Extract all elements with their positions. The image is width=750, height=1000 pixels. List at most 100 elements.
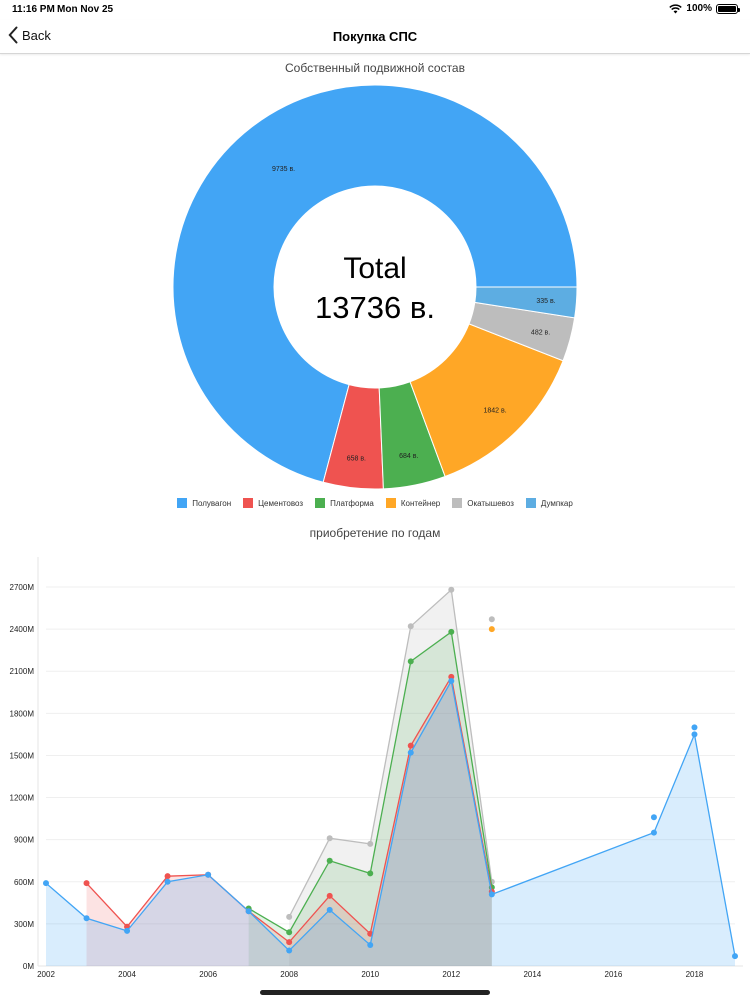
x-tick-label: 2012 — [442, 970, 460, 979]
legend-label: Полувагон — [192, 498, 232, 508]
back-button[interactable]: Back — [8, 26, 51, 44]
legend-swatch — [385, 498, 396, 508]
series-area — [86, 676, 492, 966]
data-point[interactable] — [407, 742, 414, 749]
legend-item[interactable]: Платформа — [315, 498, 374, 508]
data-point[interactable] — [407, 658, 414, 665]
status-bar: 11:16 PM Mon Nov 25 100% — [0, 0, 750, 20]
data-point[interactable] — [407, 623, 414, 630]
data-point[interactable] — [326, 906, 333, 913]
donut-slice-label: 9735 в. — [272, 166, 295, 173]
legend-swatch — [315, 498, 326, 508]
legend-item[interactable]: Полувагон — [177, 498, 231, 508]
back-label: Back — [22, 27, 51, 43]
donut-slice-3[interactable] — [409, 323, 564, 478]
pie-legend: Полувагон Цементовоз Платформа Контейнер Ока… — [0, 498, 750, 508]
legend-label: Окатышевоз — [467, 498, 514, 508]
data-point[interactable] — [448, 586, 455, 593]
y-tick-label: 1500M — [10, 751, 35, 760]
donut-slice-label: 1842 в. — [484, 407, 507, 414]
legend-swatch — [177, 498, 188, 508]
chevron-left-icon — [8, 26, 18, 44]
x-tick-label: 2006 — [199, 970, 217, 979]
y-tick-label: 1800M — [10, 709, 35, 718]
data-point[interactable] — [448, 673, 455, 680]
data-point[interactable] — [286, 939, 293, 946]
wifi-icon — [669, 3, 683, 13]
legend-swatch — [525, 498, 536, 508]
data-point[interactable] — [164, 878, 171, 885]
legend-item[interactable]: Окатышевоз — [452, 498, 514, 508]
data-point[interactable] — [367, 870, 374, 877]
data-point[interactable] — [286, 947, 293, 954]
legend-label: Платформа — [330, 498, 374, 508]
series-area — [46, 681, 735, 966]
data-point[interactable] — [164, 873, 171, 880]
data-point[interactable] — [367, 941, 374, 948]
data-point[interactable] — [448, 678, 455, 685]
series-area — [248, 631, 492, 966]
status-indicators: 100% — [669, 3, 740, 14]
data-point[interactable] — [650, 829, 657, 836]
donut-slice-5[interactable] — [474, 286, 578, 319]
y-tick-label: 2400M — [10, 625, 35, 634]
donut-slice-1[interactable] — [322, 384, 384, 490]
legend-swatch — [243, 498, 254, 508]
legend-label: Контейнер — [400, 498, 441, 508]
data-point[interactable] — [286, 929, 293, 936]
y-tick-label: 2700M — [10, 583, 35, 592]
legend-label: Цементовоз — [258, 498, 304, 508]
data-point[interactable] — [650, 814, 657, 821]
data-point[interactable] — [691, 724, 698, 731]
donut-slice-0[interactable] — [172, 84, 578, 483]
battery-percent: 100% — [686, 3, 712, 14]
data-point[interactable] — [326, 892, 333, 899]
navigation-bar: Back Покупка СПС — [0, 20, 750, 54]
x-tick-label: 2018 — [686, 970, 704, 979]
status-date: Mon Nov 25 — [57, 4, 114, 15]
donut-slice-label: 684 в. — [399, 453, 418, 460]
y-tick-label: 1200M — [10, 794, 35, 803]
data-point[interactable] — [488, 626, 495, 633]
battery-icon — [716, 3, 740, 14]
legend-label: Думпкар — [540, 498, 573, 508]
data-point[interactable] — [326, 857, 333, 864]
data-point[interactable] — [286, 913, 293, 920]
pie-chart-title: Собственный подвижной состав — [285, 61, 465, 75]
area-chart: 0M 300M 600M 900M 1200M 1500M 1800M 2100M 2400M 2… — [10, 557, 743, 979]
legend-item[interactable]: Думпкар — [525, 498, 573, 508]
legend-item[interactable]: Цементовоз — [243, 498, 303, 508]
data-point[interactable] — [205, 871, 212, 878]
page-title: Покупка СПС — [332, 29, 418, 44]
data-point[interactable] — [83, 880, 90, 887]
y-tick-label: 0M — [23, 962, 34, 971]
area-chart-title: приобретение по годам — [309, 526, 441, 540]
data-point[interactable] — [488, 616, 495, 623]
donut-slice-label: 658 в. — [347, 455, 366, 462]
legend-item[interactable]: Контейнер — [385, 498, 441, 508]
data-point[interactable] — [407, 749, 414, 756]
data-point[interactable] — [732, 953, 738, 960]
data-point[interactable] — [448, 628, 455, 635]
y-tick-label: 300M — [14, 920, 34, 929]
y-tick-label: 900M — [14, 836, 34, 845]
donut-center-value: 13736 в. — [315, 290, 435, 325]
x-tick-label: 2010 — [361, 970, 379, 979]
donut-slice-4[interactable] — [468, 301, 576, 362]
data-point[interactable] — [245, 908, 252, 915]
data-point[interactable] — [488, 891, 495, 898]
donut-slice-label: 335 в. — [536, 298, 555, 305]
data-point[interactable] — [43, 880, 49, 887]
data-point[interactable] — [367, 840, 374, 847]
donut-slice-2[interactable] — [378, 381, 446, 490]
donut-chart: 9735 в. 658 в. 684 в. 1842 в. 482 в. 335 в. — [172, 84, 578, 490]
x-tick-label: 2002 — [37, 970, 55, 979]
data-point[interactable] — [691, 731, 698, 738]
data-point[interactable] — [326, 835, 333, 842]
y-tick-label: 600M — [14, 878, 34, 887]
legend-swatch — [452, 498, 463, 508]
home-indicator — [260, 990, 490, 995]
data-point[interactable] — [124, 927, 131, 934]
data-point[interactable] — [83, 915, 90, 922]
